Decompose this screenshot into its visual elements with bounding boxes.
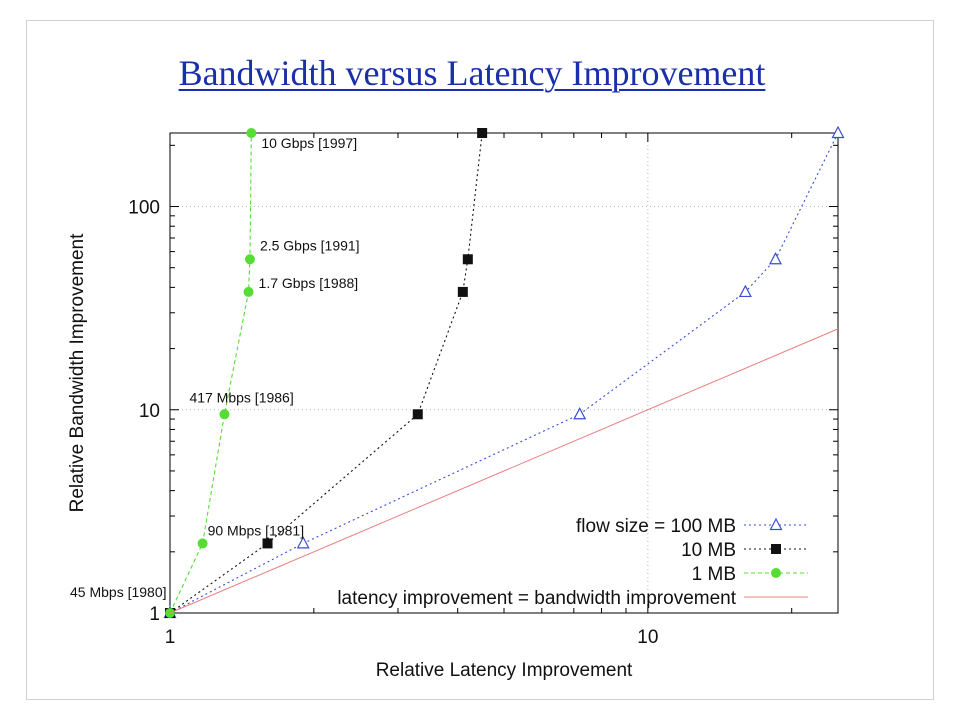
y-axis-label: Relative Bandwidth Improvement xyxy=(67,233,88,513)
series-line xyxy=(169,132,252,614)
data-point-triangle xyxy=(296,536,310,549)
series-line xyxy=(169,132,839,614)
data-point-square xyxy=(462,254,473,265)
series-layer xyxy=(163,125,845,619)
annotation-label: 2.5 Gbps [1991] xyxy=(260,237,360,253)
annotations: 45 Mbps [1980] 90 Mbps [1981] 417 Mbps [19… xyxy=(70,135,360,600)
series-line xyxy=(169,328,839,614)
data-point-circle xyxy=(197,538,208,549)
data-point-circle xyxy=(771,568,781,578)
page-title: Bandwidth versus Latency Improvement xyxy=(178,53,766,93)
annotation-label: 10 Gbps [1997] xyxy=(261,135,357,151)
x-tick-label: 10 xyxy=(637,627,658,648)
data-point-triangle xyxy=(769,251,783,265)
y-tick-label: 10 xyxy=(139,401,160,422)
axis-ticks: 1 10 1 10 100 xyxy=(128,133,838,648)
grid xyxy=(170,133,838,613)
data-point-circle xyxy=(219,409,230,420)
data-point-triangle xyxy=(573,406,587,420)
legend-label: 1 MB xyxy=(692,564,736,585)
x-axis-label: Relative Latency Improvement xyxy=(376,660,633,681)
series-3 xyxy=(169,328,839,614)
data-point-triangle xyxy=(831,125,845,139)
annotation-label: 90 Mbps [1981] xyxy=(208,522,305,538)
data-point-triangle xyxy=(738,284,752,298)
data-point-square xyxy=(457,286,468,297)
legend-label: flow size = 100 MB xyxy=(576,516,736,537)
data-point-square xyxy=(477,128,488,138)
annotation-label: 417 Mbps [1986] xyxy=(189,389,293,405)
data-point-triangle xyxy=(769,517,783,531)
series-2 xyxy=(165,128,257,618)
annotation-label: 1.7 Gbps [1988] xyxy=(259,275,359,291)
data-point-square xyxy=(262,538,273,549)
data-point-circle xyxy=(244,254,255,265)
annotation-label: 45 Mbps [1980] xyxy=(70,584,167,600)
data-point-circle xyxy=(246,128,257,138)
y-tick-label: 1 xyxy=(149,604,160,625)
data-point-circle xyxy=(243,286,254,297)
legend-label: latency improvement = bandwidth improvem… xyxy=(337,588,736,609)
data-point-square xyxy=(412,409,423,420)
y-tick-label: 100 xyxy=(128,198,160,219)
x-tick-label: 1 xyxy=(165,627,176,648)
data-point-square xyxy=(771,544,781,554)
series-1 xyxy=(165,128,488,618)
legend: flow size = 100 MB 10 MB 1 MB latency impro… xyxy=(337,516,808,609)
series-line xyxy=(169,132,483,614)
legend-label: 10 MB xyxy=(681,540,736,561)
